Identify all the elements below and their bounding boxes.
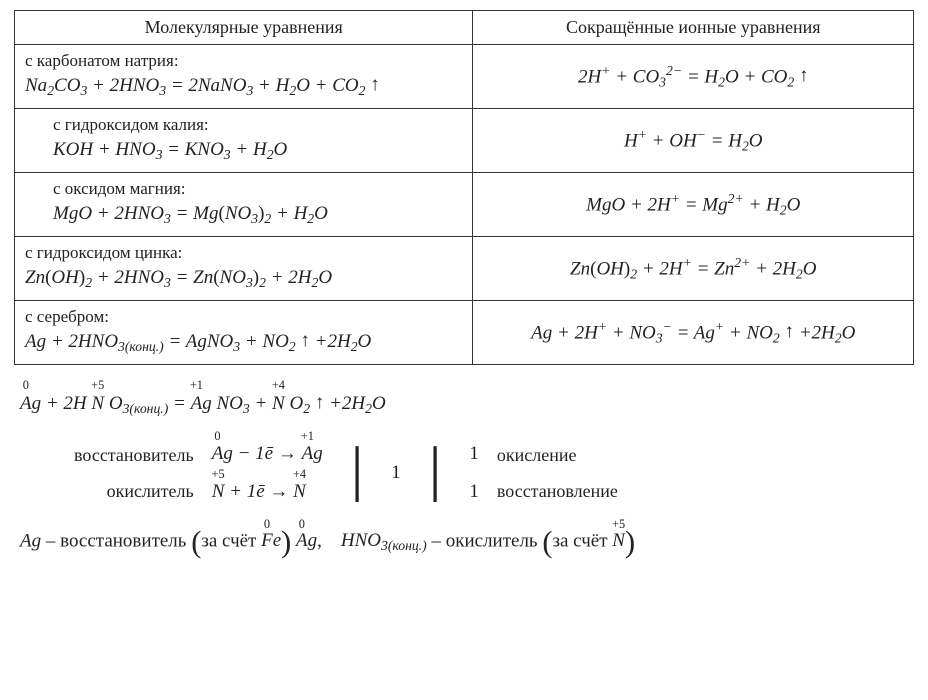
ionic-eq: 2H+ + CO32− = H2O + CO2 ↑ (483, 60, 903, 94)
reducer-label: восстановитель (74, 437, 194, 473)
molecular-eq: KOH + HNO3 = KNO3 + H2O (25, 135, 462, 166)
table-row: с оксидом магния: MgO + 2HNO3 = Mg(NO3)2… (15, 172, 914, 236)
row-label: с серебром: (25, 307, 462, 327)
coeff-1: 1 (391, 454, 401, 492)
table-row: с карбонатом натрия: Na2CO3 + 2HNO3 = 2N… (15, 45, 914, 109)
row-label: с гидроксидом цинка: (25, 243, 462, 263)
equations-table: Молекулярные уравнения Сокращённые ионны… (14, 10, 914, 365)
coeff-1b: 1 (469, 435, 479, 473)
process-2: восстановление (497, 473, 618, 509)
row-label: с гидроксидом калия: (25, 115, 462, 135)
table-row: с серебром: Ag + 2HNO3(конц.) = AgNO3 + … (15, 300, 914, 364)
coeff-2b: 1 (469, 473, 479, 511)
ionic-eq: Zn(OH)2 + 2H+ = Zn2+ + 2H2O (483, 252, 903, 286)
divider-bar: │ (419, 450, 452, 496)
table-row: с гидроксидом калия: KOH + HNO3 = KNO3 +… (15, 108, 914, 172)
process-1: окисление (497, 437, 618, 473)
oxidation-state-equation: A0g + 2H N+5 O3(конц.) = A+1g NO3 + N+4 … (20, 383, 914, 425)
row-label: с карбонатом натрия: (25, 51, 462, 71)
divider-bar: │ (341, 450, 374, 496)
redox-block: восстановитель окислитель A0g − 1ē → A+1… (74, 435, 914, 511)
molecular-eq: Ag + 2HNO3(конц.) = AgNO3 + NO2 ↑ +2H2O (25, 327, 462, 358)
ionic-eq: Ag + 2H+ + NO3− = Ag+ + NO2 ↑ +2H2O (483, 316, 903, 350)
molecular-eq: MgO + 2HNO3 = Mg(NO3)2 + H2O (25, 199, 462, 230)
oxidizer-label: окислитель (74, 473, 194, 509)
final-summary: Ag – восстановитель (за счёт F0e) A0g, H… (20, 525, 914, 560)
molecular-eq: Na2CO3 + 2HNO3 = 2NaNO3 + H2O + CO2 ↑ (25, 71, 462, 102)
row-label: с оксидом магния: (25, 179, 462, 199)
header-molecular: Молекулярные уравнения (15, 11, 473, 45)
table-row: с гидроксидом цинка: Zn(OH)2 + 2HNO3 = Z… (15, 236, 914, 300)
half-reaction-2: N+5 + 1ē → N+4 (212, 473, 323, 511)
header-ionic: Сокращённые ионные уравнения (473, 11, 914, 45)
ionic-eq: MgO + 2H+ = Mg2+ + H2O (483, 188, 903, 222)
molecular-eq: Zn(OH)2 + 2HNO3 = Zn(NO3)2 + 2H2O (25, 263, 462, 294)
ionic-eq: H+ + OH− = H2O (483, 124, 903, 158)
